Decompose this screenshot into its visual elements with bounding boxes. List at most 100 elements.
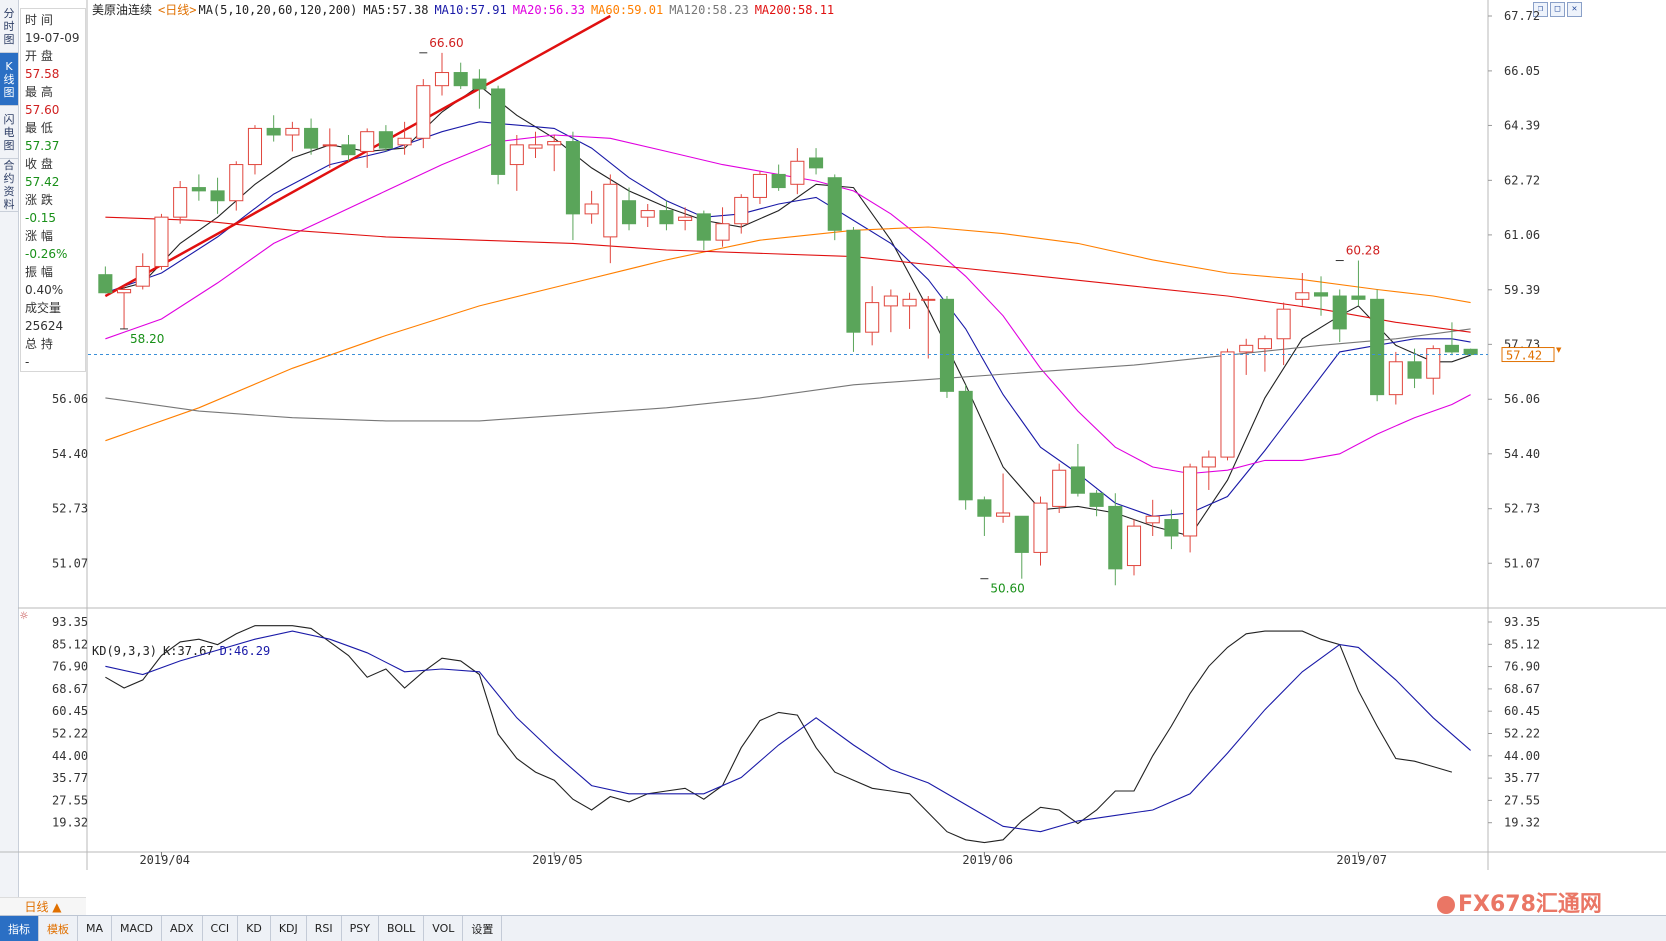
candle[interactable] xyxy=(1052,463,1067,513)
candle[interactable] xyxy=(266,115,281,142)
left-tab-0[interactable]: 分时图 xyxy=(0,0,18,53)
kline-chart[interactable]: 67.7266.0564.3962.7261.0659.3957.7356.06… xyxy=(0,0,1666,915)
candle[interactable] xyxy=(191,174,206,201)
candle[interactable] xyxy=(378,125,393,152)
period-selector-button[interactable]: 日线 ▲ xyxy=(0,897,86,916)
candle[interactable] xyxy=(528,131,543,158)
candle-body xyxy=(397,137,412,146)
candle[interactable] xyxy=(247,125,263,175)
candle[interactable] xyxy=(341,134,356,162)
candle[interactable] xyxy=(621,187,637,231)
info-value: 0.40% xyxy=(25,283,64,297)
candle[interactable] xyxy=(1407,348,1422,389)
close-icon[interactable]: ✕ xyxy=(1567,2,1582,17)
candle[interactable] xyxy=(790,148,805,195)
candle[interactable] xyxy=(827,174,842,241)
bottom-tab-KD[interactable]: KD xyxy=(238,916,271,941)
bottom-tab-MA[interactable]: MA xyxy=(78,916,113,941)
candle[interactable] xyxy=(210,177,225,214)
bottom-tab-设置[interactable]: 设置 xyxy=(463,916,503,941)
candle[interactable] xyxy=(1164,509,1179,550)
candle[interactable] xyxy=(715,207,730,247)
candle[interactable] xyxy=(921,296,936,359)
candle[interactable] xyxy=(1239,338,1254,375)
candle[interactable] xyxy=(659,200,674,231)
kd-settings-icon[interactable]: ☼ xyxy=(20,609,28,624)
bottom-tab-指标[interactable]: 指标 xyxy=(0,916,39,941)
candle[interactable] xyxy=(1370,289,1385,402)
candle[interactable] xyxy=(603,174,618,264)
candle[interactable] xyxy=(752,171,767,205)
candle[interactable] xyxy=(547,134,562,172)
candle[interactable] xyxy=(902,292,917,329)
candle[interactable] xyxy=(1126,519,1142,576)
candle[interactable] xyxy=(1070,443,1085,497)
restore-icon[interactable]: ❐ xyxy=(1533,2,1548,17)
bottom-tab-CCI[interactable]: CCI xyxy=(203,916,239,941)
candle[interactable] xyxy=(865,286,880,346)
bottom-tab-PSY[interactable]: PSY xyxy=(342,916,379,941)
candle[interactable] xyxy=(1313,276,1329,316)
candle[interactable] xyxy=(1257,335,1272,372)
candle[interactable] xyxy=(1351,260,1366,306)
candle[interactable] xyxy=(1145,499,1160,536)
candle[interactable] xyxy=(98,266,113,294)
candle[interactable] xyxy=(434,52,450,96)
candle[interactable] xyxy=(696,210,711,251)
candle[interactable] xyxy=(360,128,375,168)
candle[interactable] xyxy=(472,69,487,109)
candle[interactable] xyxy=(640,204,655,228)
candle[interactable] xyxy=(1332,289,1347,343)
left-tab-2[interactable]: 闪电图 xyxy=(0,106,18,159)
maximize-icon[interactable]: □ xyxy=(1550,2,1565,17)
candle[interactable] xyxy=(958,384,973,510)
candle[interactable] xyxy=(285,121,300,152)
candle[interactable] xyxy=(453,62,468,89)
candle[interactable] xyxy=(734,194,749,234)
candle[interactable] xyxy=(809,148,824,175)
trend-line[interactable] xyxy=(104,14,611,298)
candle[interactable] xyxy=(491,85,506,185)
candle[interactable] xyxy=(135,253,150,290)
candle[interactable] xyxy=(1295,273,1310,306)
candle[interactable] xyxy=(771,164,786,191)
candle[interactable] xyxy=(509,134,524,191)
candle[interactable] xyxy=(1426,345,1441,395)
bottom-tab-MACD[interactable]: MACD xyxy=(112,916,162,941)
candle[interactable] xyxy=(883,289,898,333)
candle[interactable] xyxy=(1201,450,1216,490)
candle[interactable] xyxy=(322,128,337,168)
candle[interactable] xyxy=(229,161,244,211)
candle[interactable] xyxy=(1276,302,1291,366)
candle[interactable] xyxy=(1220,348,1235,461)
bottom-tab-模板[interactable]: 模板 xyxy=(39,916,78,941)
bottom-tab-KDJ[interactable]: KDJ xyxy=(271,916,307,941)
candle[interactable] xyxy=(397,121,412,155)
candle[interactable] xyxy=(678,207,693,231)
candle[interactable] xyxy=(1033,496,1048,566)
candle[interactable] xyxy=(1444,322,1459,356)
candle[interactable] xyxy=(1463,348,1478,357)
candle[interactable] xyxy=(304,118,319,155)
candle[interactable] xyxy=(1089,489,1104,517)
candle[interactable] xyxy=(846,227,861,352)
bottom-tab-RSI[interactable]: RSI xyxy=(307,916,342,941)
candle[interactable] xyxy=(996,473,1011,523)
bottom-tab-ADX[interactable]: ADX xyxy=(162,916,203,941)
candle[interactable] xyxy=(154,213,169,270)
left-tab-3[interactable]: 合约资料 xyxy=(0,159,18,212)
candle[interactable] xyxy=(1388,351,1403,405)
bottom-tab-BOLL[interactable]: BOLL xyxy=(379,916,425,941)
candle[interactable] xyxy=(565,131,580,241)
candle[interactable] xyxy=(939,296,955,398)
candle[interactable] xyxy=(1014,515,1029,579)
candle[interactable] xyxy=(1108,493,1123,586)
bottom-tab-VOL[interactable]: VOL xyxy=(424,916,464,941)
candle[interactable] xyxy=(117,286,132,329)
candle[interactable] xyxy=(1183,463,1198,553)
candle[interactable] xyxy=(977,496,992,536)
candle[interactable] xyxy=(173,180,188,224)
candle[interactable] xyxy=(584,190,599,224)
candle[interactable] xyxy=(416,79,431,149)
